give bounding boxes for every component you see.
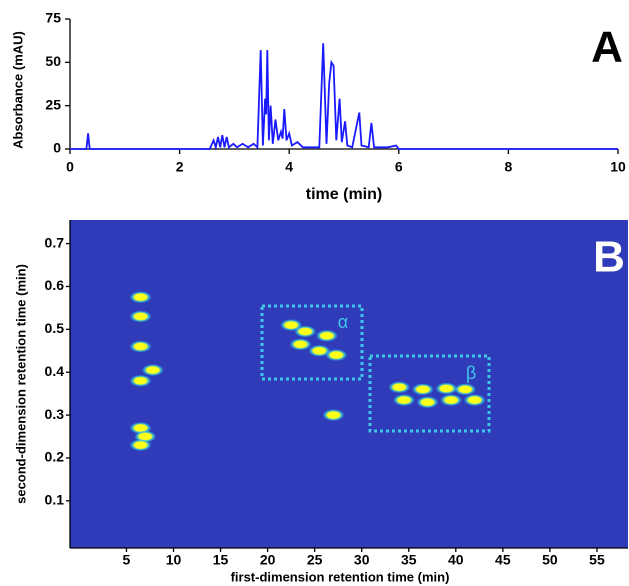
x-tick-label: 5 — [123, 552, 131, 568]
x-tick-label: 4 — [285, 159, 293, 175]
spot — [129, 439, 152, 452]
spot — [129, 291, 152, 304]
spot — [308, 344, 331, 357]
y-tick-label: 0.1 — [45, 492, 65, 508]
spot — [416, 396, 439, 409]
region-box — [368, 354, 491, 433]
x-tick-label: 15 — [213, 552, 229, 568]
spot — [388, 381, 411, 394]
panel-label: B — [593, 233, 625, 282]
y-tick-label: 25 — [45, 96, 61, 112]
y-axis-title: second-dimension retention time (min) — [13, 264, 28, 504]
x-tick-label: 10 — [610, 159, 626, 175]
spot — [393, 394, 416, 407]
panel-label: A — [591, 23, 623, 72]
x-tick-label: 30 — [354, 552, 370, 568]
chromatogram-line — [70, 43, 618, 151]
y-tick-label: 0.2 — [45, 449, 65, 465]
y-tick-label: 75 — [45, 10, 61, 26]
y-tick-label: 0 — [53, 140, 61, 156]
spot — [435, 382, 458, 395]
y-tick-label: 0.6 — [45, 277, 65, 293]
x-tick-label: 55 — [589, 552, 605, 568]
annotation: β — [466, 363, 476, 383]
x-tick-label: 6 — [395, 159, 403, 175]
x-tick-label: 8 — [505, 159, 513, 175]
spot — [454, 383, 477, 396]
x-tick-label: 40 — [448, 552, 464, 568]
spot — [141, 364, 164, 377]
y-axis-title: Absorbance (mAU) — [10, 31, 25, 149]
y-tick-label: 0.7 — [45, 234, 65, 250]
heatmap-area: 0.1 0.2 0.3 0.4 0.5 0.6 0.7 5 10 15 20 25 30 35 40 45 50… — [45, 220, 628, 568]
x-tick-label: 25 — [307, 552, 323, 568]
spot — [129, 340, 152, 353]
annotation: α — [338, 312, 348, 332]
spot — [129, 374, 152, 387]
spot — [315, 329, 338, 342]
x-tick-label: 2 — [176, 159, 184, 175]
y-tick-label: 0.4 — [45, 363, 65, 379]
spot — [289, 338, 312, 351]
spot — [129, 310, 152, 323]
x-axis-title: time (min) — [306, 186, 382, 203]
x-tick-label: 35 — [401, 552, 417, 568]
x-tick-label: 50 — [542, 552, 558, 568]
y-tick-label: 0.5 — [45, 320, 65, 336]
x-axis-title: first-dimension retention time (min) — [231, 569, 450, 584]
y-tick-label: 50 — [45, 53, 61, 69]
spot — [463, 394, 486, 407]
x-tick-label: 0 — [66, 159, 74, 175]
spot — [325, 349, 348, 362]
spot — [294, 325, 317, 338]
x-tick-label: 10 — [166, 552, 182, 568]
plot-background — [70, 220, 628, 548]
spot — [411, 383, 434, 396]
x-tick-label: 45 — [495, 552, 511, 568]
region-box — [260, 304, 364, 381]
y-tick-label: 0.3 — [45, 406, 65, 422]
x-tick-label: 20 — [260, 552, 276, 568]
spot — [322, 409, 345, 422]
spot — [440, 394, 463, 407]
